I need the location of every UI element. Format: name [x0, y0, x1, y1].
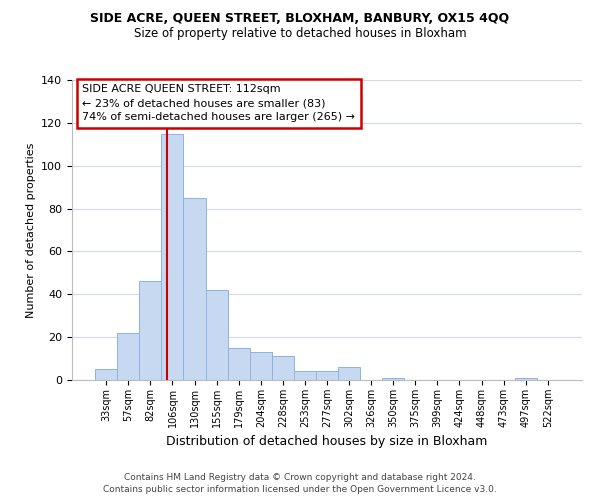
Bar [316, 372, 338, 380]
Bar [117, 333, 139, 380]
Bar [184, 198, 206, 380]
Text: SIDE ACRE QUEEN STREET: 112sqm
← 23% of detached houses are smaller (83)
74% of : SIDE ACRE QUEEN STREET: 112sqm ← 23% of … [82, 84, 355, 122]
Bar [227, 348, 250, 380]
Bar [272, 356, 294, 380]
Bar [139, 282, 161, 380]
Text: Size of property relative to detached houses in Bloxham: Size of property relative to detached ho… [134, 28, 466, 40]
Bar [161, 134, 184, 380]
X-axis label: Distribution of detached houses by size in Bloxham: Distribution of detached houses by size … [166, 436, 488, 448]
Bar [250, 352, 272, 380]
Text: Contains public sector information licensed under the Open Government Licence v3: Contains public sector information licen… [103, 485, 497, 494]
Bar [206, 290, 227, 380]
Bar [382, 378, 404, 380]
Bar [515, 378, 537, 380]
Text: SIDE ACRE, QUEEN STREET, BLOXHAM, BANBURY, OX15 4QQ: SIDE ACRE, QUEEN STREET, BLOXHAM, BANBUR… [91, 12, 509, 26]
Bar [338, 367, 360, 380]
Text: Contains HM Land Registry data © Crown copyright and database right 2024.: Contains HM Land Registry data © Crown c… [124, 472, 476, 482]
Bar [294, 372, 316, 380]
Bar [95, 370, 117, 380]
Y-axis label: Number of detached properties: Number of detached properties [26, 142, 35, 318]
